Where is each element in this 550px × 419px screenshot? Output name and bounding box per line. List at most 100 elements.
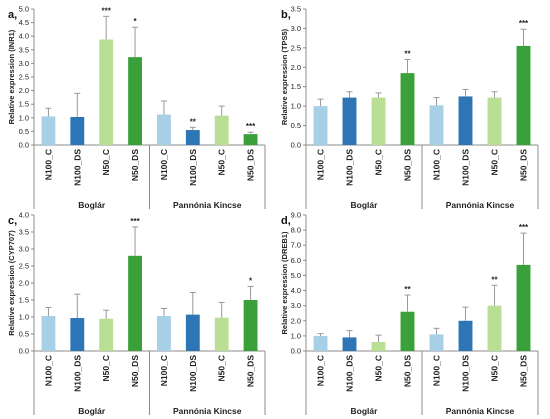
category-label: N100_DS	[72, 355, 82, 392]
bar	[157, 114, 171, 145]
significance-label: **	[404, 50, 411, 59]
bar	[371, 97, 386, 145]
group-label: Pannónia Kincse	[173, 200, 242, 210]
category-label: N50_C	[101, 355, 111, 381]
bar	[41, 116, 56, 145]
y-tick-label: 2.0	[19, 279, 29, 288]
bar	[70, 318, 85, 351]
category-label: N100_C	[316, 355, 326, 386]
chart-panel-4: d, 0.0 1.0 2.0 3.0 4.0 5.0 6.0 7.0 8.0 9.0 Relative…	[280, 211, 539, 416]
category-label: N100_DS	[461, 149, 471, 186]
y-tick-label: 4.5	[19, 18, 29, 27]
y-tick-label: 0.5	[19, 330, 29, 339]
bar	[313, 335, 328, 351]
y-tick-label: 4.0	[19, 32, 29, 41]
significance-label: ***	[102, 6, 112, 15]
category-label: N50_C	[374, 355, 384, 381]
significance-label: **	[491, 275, 498, 284]
y-axis-label: Relative expression (DREB1)	[280, 231, 289, 334]
y-axis-label: Relative expression (TPS5)	[280, 28, 289, 125]
y-tick-label: 0.0	[19, 141, 29, 150]
y-tick-label: 2.0	[291, 316, 301, 325]
y-tick-label: 2.5	[291, 43, 301, 52]
bar	[41, 315, 56, 351]
y-tick-label: 0.5	[291, 121, 301, 130]
bar	[185, 314, 200, 351]
y-tick-label: 3.0	[291, 24, 301, 33]
y-tick-label: 3.5	[19, 228, 29, 237]
y-tick-label: 0.5	[19, 127, 29, 136]
category-label: N50_DS	[519, 355, 529, 387]
y-tick-label: 7.0	[291, 241, 301, 250]
y-tick-label: 1.5	[19, 100, 29, 109]
y-tick-label: 3.5	[291, 5, 301, 14]
bar	[157, 315, 171, 351]
category-label: N50_DS	[246, 149, 256, 181]
y-tick-label: 1.0	[19, 113, 29, 122]
bar	[516, 264, 531, 351]
chart-panel-1: a, 0.0 0.5 1.0 1.5 2.0 2.5 3.0 3.5 4.0 4.5 5.0 Relat…	[7, 5, 266, 210]
category-label: N100_C	[159, 355, 169, 386]
group-label: Pannónia Kincse	[173, 406, 242, 416]
category-label: N50_C	[217, 355, 227, 381]
y-tick-label: 4.0	[291, 286, 301, 295]
bar	[458, 320, 473, 351]
category-label: N100_C	[43, 149, 53, 180]
bar	[70, 116, 85, 145]
y-tick-label: 2.0	[291, 63, 301, 72]
bar	[128, 57, 142, 146]
y-tick-label: 3.0	[19, 59, 29, 68]
category-label: N50_C	[490, 149, 500, 175]
category-label: N100_DS	[188, 149, 198, 186]
panel-letter: a,	[8, 9, 17, 21]
bar	[243, 300, 258, 351]
category-label: N100_C	[432, 149, 442, 180]
category-label: N100_DS	[345, 149, 355, 186]
y-tick-label: 1.0	[19, 313, 29, 322]
y-tick-label: 4.0	[19, 211, 29, 220]
y-axis-label: Relative expression (CYP707)	[7, 230, 16, 336]
bar	[400, 311, 415, 351]
y-tick-label: 3.5	[19, 45, 29, 54]
chart-panel-2: b, 0.0 0.5 1.0 1.5 2.0 2.5 3.0 3.5 Relative expre…	[280, 5, 539, 210]
y-tick-label: 1.5	[291, 82, 301, 91]
significance-label: **	[190, 117, 197, 126]
y-tick-label: 2.0	[19, 86, 29, 95]
significance-label: *	[134, 17, 138, 26]
chart-panel-3: c, 0.0 0.5 1.0 1.5 2.0 2.5 3.0 3.5 4.0 Relative ex…	[7, 211, 266, 416]
category-label: N50_DS	[130, 355, 140, 387]
bar	[99, 39, 114, 145]
y-tick-label: 2.5	[19, 73, 29, 82]
y-tick-label: 3.0	[291, 301, 301, 310]
bar	[487, 305, 502, 351]
significance-label: **	[404, 285, 411, 294]
significance-label: ***	[519, 19, 529, 28]
group-label: Boglár	[351, 200, 379, 210]
bar	[214, 115, 229, 145]
y-tick-label: 3.0	[19, 245, 29, 254]
category-label: N50_DS	[246, 355, 256, 387]
significance-label: ***	[130, 217, 140, 226]
y-tick-label: 1.0	[291, 102, 301, 111]
category-label: N100_DS	[72, 149, 82, 186]
y-tick-label: 1.5	[19, 296, 29, 305]
category-label: N50_C	[101, 149, 111, 175]
y-tick-label: 1.0	[291, 331, 301, 340]
category-label: N50_C	[490, 355, 500, 381]
bar	[371, 341, 386, 351]
category-label: N50_DS	[403, 355, 413, 387]
bar	[99, 318, 114, 351]
category-label: N50_C	[374, 149, 384, 175]
category-label: N100_DS	[461, 355, 471, 392]
y-tick-label: 0.0	[291, 347, 301, 356]
category-label: N50_DS	[519, 149, 529, 181]
category-label: N100_C	[316, 149, 326, 180]
significance-label: ***	[519, 223, 529, 232]
bar	[313, 106, 328, 145]
y-tick-label: 2.5	[19, 262, 29, 271]
y-tick-label: 0.0	[19, 347, 29, 356]
panel-letter: c,	[8, 215, 17, 227]
group-label: Boglár	[351, 406, 379, 416]
